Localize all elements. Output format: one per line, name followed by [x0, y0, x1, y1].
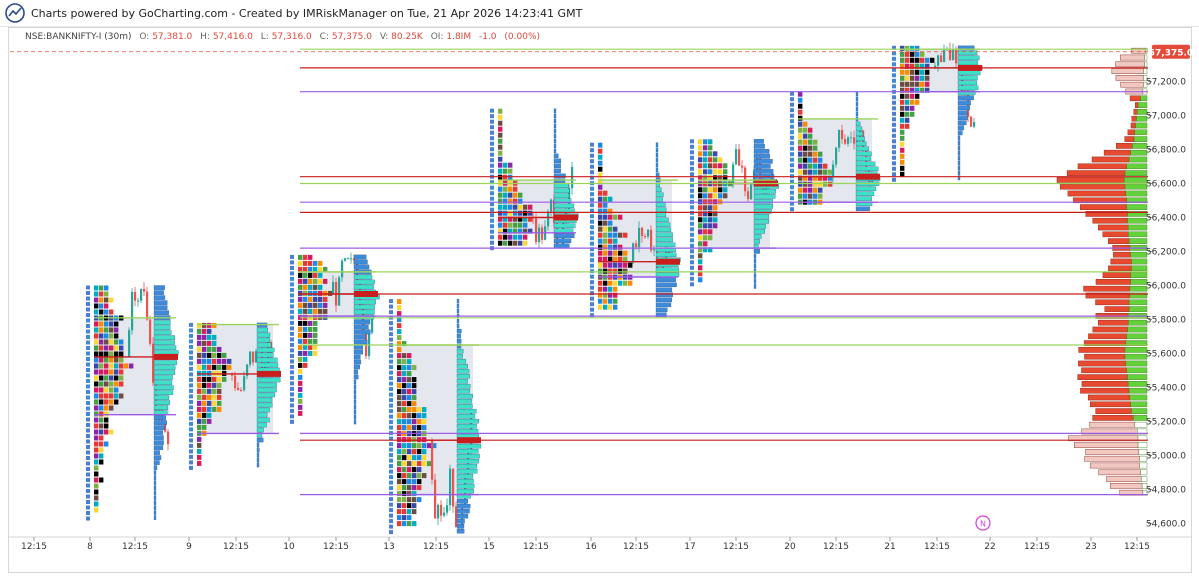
oi-label: OI: — [430, 32, 444, 42]
open-label: O: — [139, 32, 150, 42]
close-value: 57,375.0 — [331, 32, 372, 42]
high-value: 57,416.0 — [212, 32, 253, 42]
oi-value: 1.8IM — [446, 32, 472, 42]
high-label: H: — [200, 32, 210, 42]
low-value: 57,316.0 — [271, 32, 312, 42]
symbol-label: NSE:BANKNIFTY-I (30m) — [25, 32, 132, 42]
change-percent: (0.00%) — [504, 32, 541, 42]
credit-text: Charts powered by GoCharting.com - Creat… — [31, 6, 583, 20]
close-label: C: — [319, 32, 329, 42]
change-value: -1.0 — [478, 32, 497, 42]
volume-value: 80.25K — [391, 32, 423, 42]
open-value: 57,381.0 — [152, 32, 193, 42]
gocharting-logo-icon — [5, 3, 25, 23]
ohlc-legend: NSE:BANKNIFTY-I (30m) O: 57,381.0 H: 57,… — [25, 32, 540, 42]
volume-label: V: — [379, 32, 389, 42]
low-label: L: — [260, 32, 269, 42]
top-bar: Charts powered by GoCharting.com - Creat… — [0, 0, 1199, 27]
chart-pane[interactable] — [8, 27, 1192, 573]
